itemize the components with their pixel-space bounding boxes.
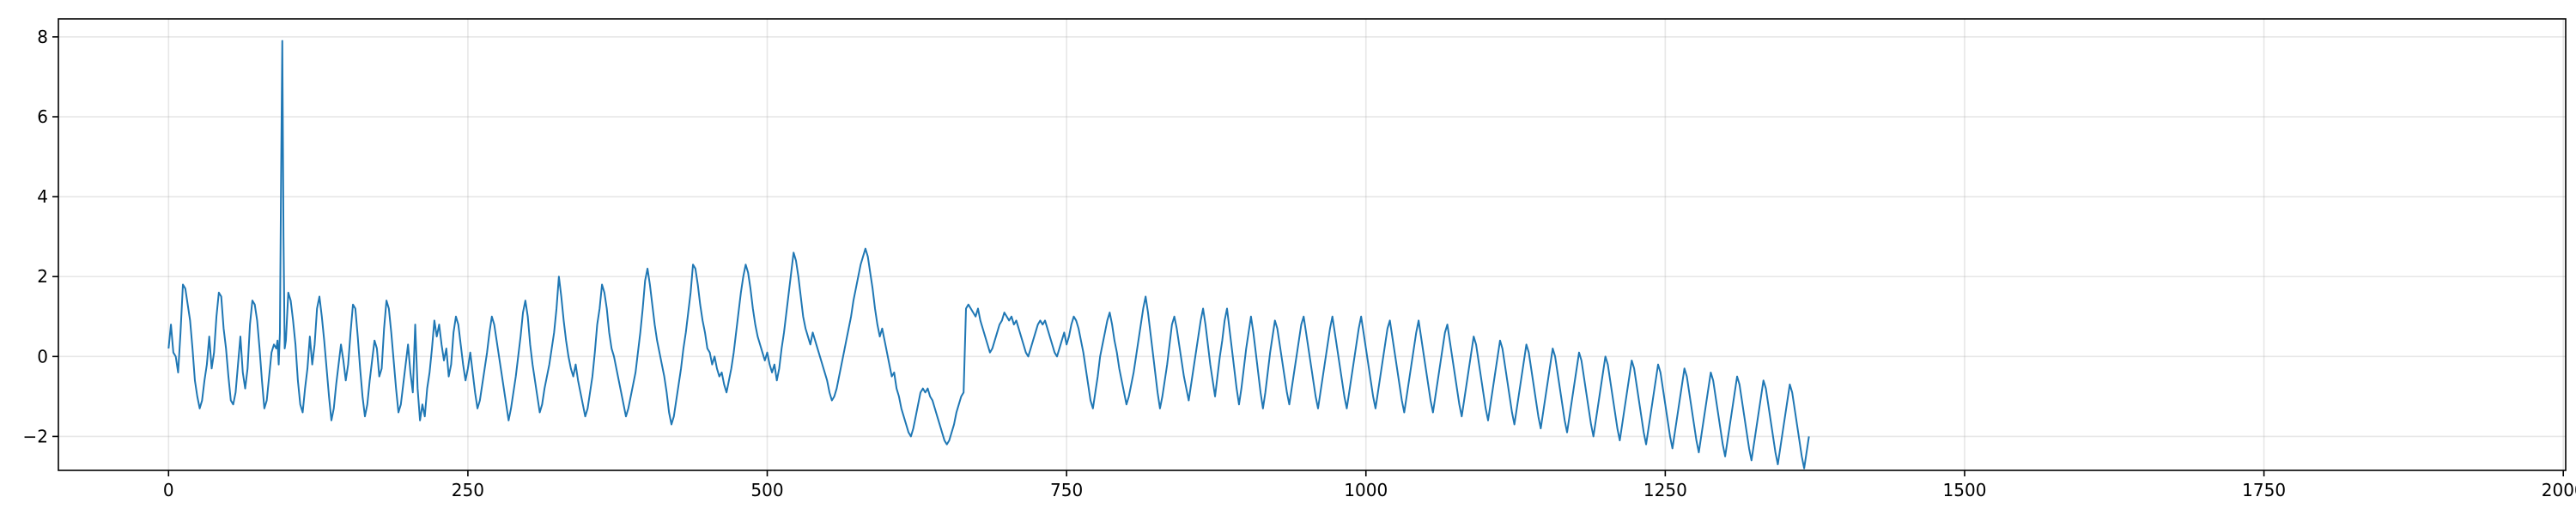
- x-tick-label: 1750: [2242, 480, 2286, 500]
- x-tick-label: 750: [1050, 480, 1083, 500]
- y-tick-label: 8: [37, 27, 48, 47]
- y-tick-label: 0: [37, 346, 48, 367]
- y-tick-label: 6: [37, 106, 48, 127]
- grid: [58, 19, 2566, 470]
- x-tick-label: 1250: [1643, 480, 1687, 500]
- plot-frame: [58, 18, 2567, 471]
- x-tick-label: 250: [452, 480, 484, 500]
- y-tick-label: 2: [37, 266, 48, 287]
- x-tick-label: 1000: [1344, 480, 1388, 500]
- y-tick-label: −2: [23, 426, 48, 446]
- x-tick-label: 1500: [1943, 480, 1987, 500]
- series-layer: [167, 39, 1810, 470]
- x-tick-label: 500: [750, 480, 783, 500]
- series-line-0: [167, 39, 1810, 470]
- x-tick-label: 0: [163, 480, 174, 500]
- x-tick-label: 2000: [2542, 480, 2576, 500]
- y-tick-label: 4: [37, 186, 48, 207]
- axis-ticks: 0 250 500 750 1000 1250 1500 1750 2000 −2 0 2 4 6 8: [23, 27, 2576, 500]
